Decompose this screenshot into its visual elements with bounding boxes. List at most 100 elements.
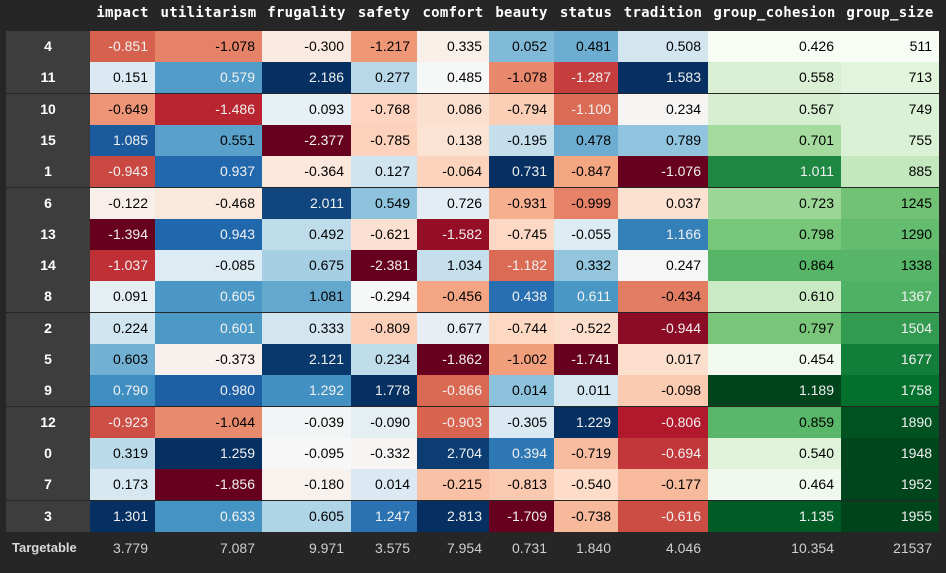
target-cell-group-size: 21537 [893,540,932,556]
column-header-status: status [559,5,613,21]
table-cell-status: -0.055 [554,219,618,250]
table-cell-comfort: -0.456 [417,281,489,312]
table-cell-comfort: 2.704 [417,438,489,469]
table-cell-impact: -0.851 [90,31,155,62]
table-cell-frugality: 0.675 [262,250,351,281]
table-cell-utilitarism: 0.551 [155,125,262,156]
table-cell-beauty: -1.078 [489,62,554,93]
table-cell-tradition: 0.037 [618,188,708,219]
target-row-label: Targetable [12,540,77,555]
table-cell-frugality: 1.292 [262,375,351,406]
table-cell-frugality: -0.300 [262,31,351,62]
table-cell-group-cohesion: 0.567 [708,94,841,125]
table-cell-group-cohesion: 1.189 [708,375,841,406]
table-cell-utilitarism: 0.633 [155,501,262,532]
table-cell-comfort: -0.903 [417,407,489,438]
table-cell-group-size: 1367 [841,281,939,312]
table-cell-status: -1.741 [554,344,618,375]
row-index-label: 6 [6,188,90,219]
table-cell-group-size: 511 [841,31,939,62]
table-cell-tradition: -1.076 [618,156,708,187]
target-cell-utilitarism: 7.087 [219,540,255,556]
table-cell-frugality: -2.377 [262,125,351,156]
table-cell-group-size: 1890 [841,407,939,438]
table-cell-status: -1.287 [554,62,618,93]
table-cell-tradition: 0.234 [618,94,708,125]
table-cell-beauty: -0.305 [489,407,554,438]
table-cell-group-size: 1955 [841,501,939,532]
table-cell-tradition: 0.017 [618,344,708,375]
table-cell-group-cohesion: 0.540 [708,438,841,469]
target-cell-group-cohesion: 10.354 [791,540,834,556]
table-cell-tradition: -0.434 [618,281,708,312]
table-cell-beauty: -0.744 [489,313,554,344]
table-cell-status: 0.332 [554,250,618,281]
table-cell-safety: -0.809 [351,313,417,344]
table-cell-utilitarism: 0.943 [155,219,262,250]
table-cell-beauty: -0.813 [489,469,554,500]
target-cell-impact: 3.779 [112,540,148,556]
row-index-label: 8 [6,281,90,312]
table-cell-group-size: 1758 [841,375,939,406]
table-cell-safety: -0.621 [351,219,417,250]
table-cell-impact: -0.923 [90,407,155,438]
table-cell-utilitarism: 0.980 [155,375,262,406]
table-cell-comfort: -0.064 [417,156,489,187]
table-cell-frugality: -0.180 [262,469,351,500]
target-cell-safety: 3.575 [374,540,410,556]
table-cell-group-cohesion: 0.859 [708,407,841,438]
table-cell-beauty: 0.394 [489,438,554,469]
table-cell-group-size: 1677 [841,344,939,375]
table-cell-tradition: -0.616 [618,501,708,532]
table-cell-impact: 0.224 [90,313,155,344]
table-cell-comfort: 0.335 [417,31,489,62]
table-cell-status: -0.540 [554,469,618,500]
table-cell-comfort: 2.813 [417,501,489,532]
table-cell-group-cohesion: 1.135 [708,501,841,532]
table-cell-status: 0.011 [554,375,618,406]
table-cell-frugality: 0.093 [262,94,351,125]
target-cell-tradition: 4.046 [665,540,701,556]
table-cell-group-cohesion: 0.797 [708,313,841,344]
table-cell-tradition: -0.098 [618,375,708,406]
table-cell-utilitarism: -0.085 [155,250,262,281]
table-cell-status: -0.522 [554,313,618,344]
table-cell-impact: -0.943 [90,156,155,187]
row-index-label: 1 [6,156,90,187]
table-cell-safety: 0.127 [351,156,417,187]
table-cell-status: 0.481 [554,31,618,62]
table-cell-group-size: 1245 [841,188,939,219]
row-index-label: 14 [6,250,90,281]
table-cell-tradition: -0.806 [618,407,708,438]
row-index-label: 12 [6,407,90,438]
table-cell-group-size: 1952 [841,469,939,500]
column-header-impact: impact [96,5,149,21]
table-cell-impact: -1.037 [90,250,155,281]
table-cell-impact: 1.301 [90,501,155,532]
table-cell-utilitarism: 0.605 [155,281,262,312]
table-cell-beauty: 0.014 [489,375,554,406]
table-cell-status: -0.999 [554,188,618,219]
table-cell-utilitarism: 0.601 [155,313,262,344]
table-cell-comfort: -0.866 [417,375,489,406]
table-cell-group-size: 1290 [841,219,939,250]
table-cell-group-cohesion: 0.701 [708,125,841,156]
table-cell-group-size: 885 [841,156,939,187]
table-cell-comfort: -1.862 [417,344,489,375]
table-cell-status: 1.229 [554,407,618,438]
table-cell-beauty: 0.731 [489,156,554,187]
column-header-comfort: comfort [422,5,484,21]
column-header-safety: safety [357,5,411,21]
column-header-tradition: tradition [623,5,703,21]
row-index-label: 3 [6,501,90,532]
row-index-label: 9 [6,375,90,406]
row-index-label: 2 [6,313,90,344]
table-cell-beauty: 0.438 [489,281,554,312]
table-cell-status: -1.100 [554,94,618,125]
table-cell-frugality: 1.081 [262,281,351,312]
table-cell-comfort: 0.677 [417,313,489,344]
table-cell-beauty: -1.709 [489,501,554,532]
table-cell-safety: 0.234 [351,344,417,375]
table-cell-comfort: 0.086 [417,94,489,125]
table-cell-safety: -2.381 [351,250,417,281]
